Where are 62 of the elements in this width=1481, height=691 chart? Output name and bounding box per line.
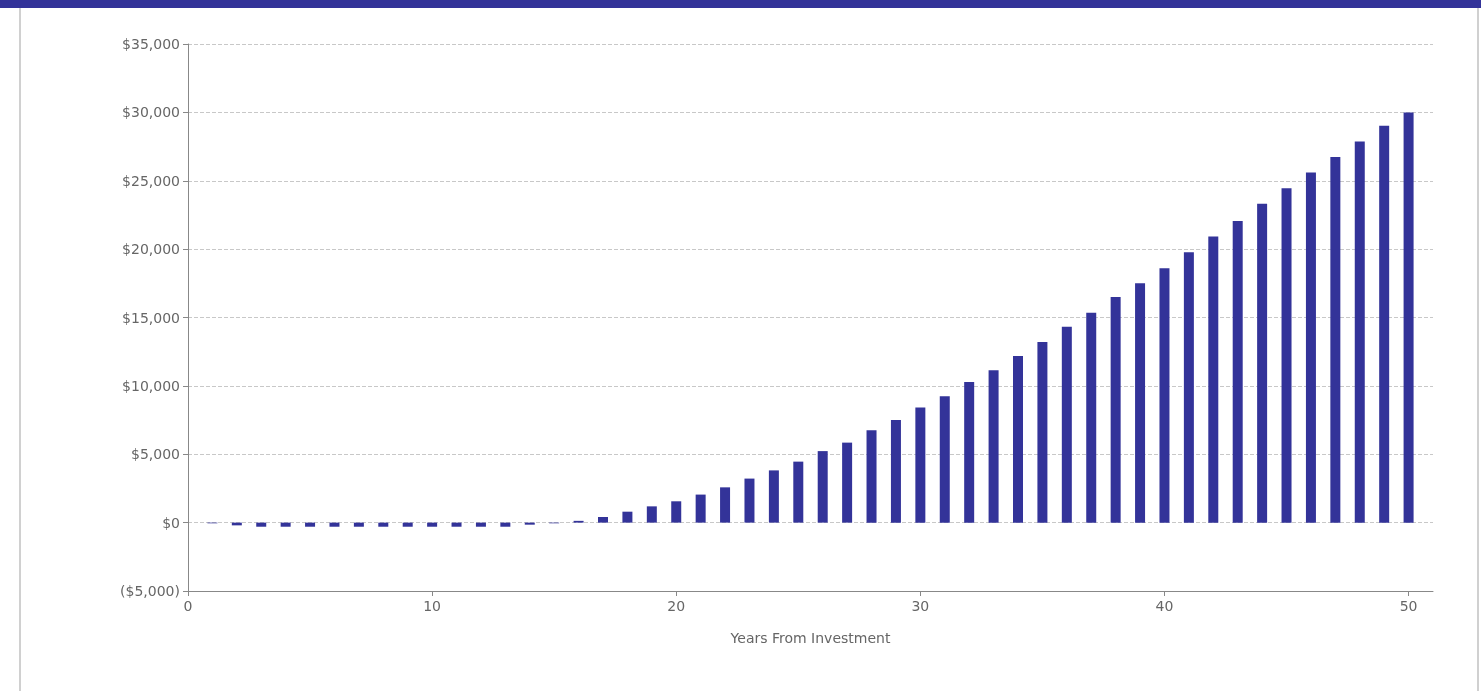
- bar: [305, 522, 316, 527]
- bar: [890, 420, 901, 523]
- bar: [1135, 283, 1146, 523]
- x-tick-label: 30: [911, 598, 930, 614]
- bar: [646, 506, 657, 523]
- bar: [988, 370, 999, 523]
- bar: [280, 522, 291, 527]
- y-tick-label: $15,000: [122, 309, 180, 326]
- bar: [720, 487, 731, 523]
- bar: [353, 522, 364, 527]
- y-tick-label: ($5,000): [120, 583, 180, 599]
- bar: [1403, 112, 1414, 523]
- y-tick-label: $5,000: [131, 446, 180, 463]
- x-axis-title: Years From Investment: [729, 630, 891, 646]
- bar: [1086, 312, 1097, 523]
- bar: [256, 522, 267, 527]
- x-tick-label: 20: [667, 598, 686, 614]
- bar: [402, 522, 413, 527]
- bar: [622, 511, 633, 523]
- bar: [915, 407, 926, 523]
- bar: [744, 478, 755, 523]
- bar: [427, 522, 438, 527]
- x-tick-label: 0: [183, 598, 193, 614]
- bar: [671, 501, 682, 523]
- bar: [1305, 172, 1316, 523]
- bar: [1281, 188, 1292, 523]
- bar: [500, 522, 511, 527]
- y-tick-label: $10,000: [122, 377, 180, 394]
- bar: [1257, 203, 1268, 523]
- bar: [768, 470, 779, 523]
- bar: [842, 442, 853, 523]
- bar: [1110, 297, 1121, 523]
- bar: [793, 461, 804, 523]
- bar: [475, 522, 486, 527]
- bar: [964, 382, 975, 523]
- bar: [1379, 125, 1390, 523]
- bar: [1013, 356, 1023, 523]
- x-tick-label: 10: [423, 598, 442, 614]
- bar: [378, 522, 389, 527]
- bar: [1232, 221, 1243, 523]
- bar: [695, 494, 706, 523]
- bar: [866, 430, 877, 523]
- bar: [1159, 268, 1170, 523]
- bar: [817, 451, 828, 523]
- x-tick-label: 40: [1155, 598, 1174, 614]
- bar: [1061, 326, 1072, 523]
- y-tick-label: $25,000: [122, 172, 180, 189]
- bar: [1208, 236, 1219, 523]
- x-tick-label: 50: [1399, 598, 1418, 614]
- y-tick-label: $30,000: [122, 104, 180, 121]
- y-tick-label: $20,000: [122, 241, 180, 258]
- bar: [329, 522, 340, 527]
- bar: [1037, 342, 1048, 523]
- bar: [598, 517, 608, 523]
- y-tick-label: $0: [162, 514, 180, 531]
- bar: [451, 522, 462, 527]
- bar: [1330, 157, 1341, 523]
- bar: [939, 396, 950, 523]
- bar: [1183, 252, 1194, 523]
- bar: [1354, 141, 1365, 523]
- bar: [524, 522, 535, 525]
- y-tick-label: $35,000: [122, 36, 180, 52]
